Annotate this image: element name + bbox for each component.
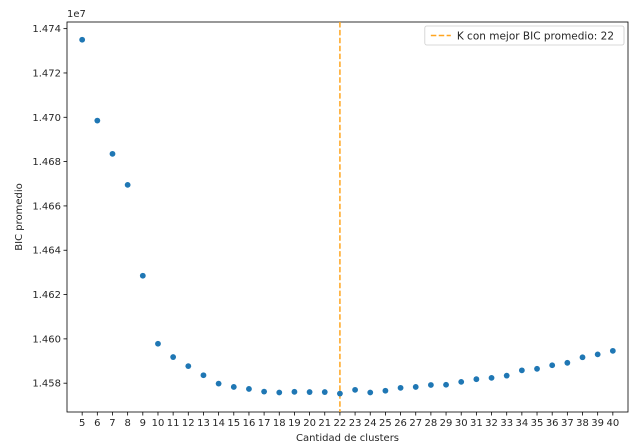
- data-point: [518, 367, 525, 374]
- x-tick-label: 13: [197, 418, 210, 429]
- x-tick-label: 20: [303, 418, 316, 429]
- x-tick-label: 30: [455, 418, 468, 429]
- x-tick-label: 26: [394, 418, 407, 429]
- y-tick-label: 1.470: [32, 113, 61, 124]
- data-point: [352, 386, 358, 393]
- x-axis-label: Cantidad de clusters: [296, 433, 399, 443]
- data-point: [579, 354, 586, 361]
- data-point: [488, 374, 495, 381]
- data-point: [443, 381, 449, 388]
- legend-label: K con mejor BIC promedio: 22: [457, 30, 614, 42]
- data-point: [155, 340, 161, 347]
- y-axis-offset-label: 1e7: [67, 9, 86, 20]
- x-tick-label: 14: [212, 418, 225, 429]
- data-point: [321, 389, 328, 395]
- x-tick-label: 35: [531, 418, 544, 429]
- data-point: [261, 388, 268, 395]
- x-tick-label: 16: [243, 418, 256, 429]
- x-tick-label: 7: [109, 418, 115, 429]
- plot-area-frame: [66, 21, 629, 413]
- x-tick-label: 11: [167, 418, 180, 429]
- y-tick-label: 1.468: [32, 157, 61, 168]
- x-tick-label: 5: [79, 418, 85, 429]
- data-point: [246, 386, 252, 392]
- data-point: [124, 181, 131, 188]
- x-tick-label: 29: [440, 418, 453, 429]
- x-tick-label: 18: [273, 418, 286, 429]
- legend-box: [424, 25, 625, 46]
- data-point: [306, 389, 313, 395]
- y-tick-label: 1.460: [32, 334, 61, 345]
- x-axis-ticks: 5 6 7 8 9 10 11 12 13 14 15 16 17 18 19 20 21 22 23 24 25 26 2…: [79, 412, 619, 429]
- data-point: [549, 362, 556, 369]
- x-tick-label: 19: [288, 418, 301, 429]
- x-tick-label: 25: [379, 418, 392, 429]
- x-tick-label: 22: [334, 418, 347, 429]
- data-point: [94, 117, 101, 124]
- legend: K con mejor BIC promedio: 22: [424, 25, 625, 46]
- x-tick-label: 12: [182, 418, 195, 429]
- y-tick-label: 1.466: [32, 201, 61, 212]
- data-point: [291, 388, 298, 395]
- data-point: [276, 389, 283, 396]
- data-point: [412, 384, 419, 390]
- x-tick-label: 15: [227, 418, 240, 429]
- data-point: [200, 372, 207, 379]
- x-tick-label: 36: [546, 418, 559, 429]
- data-point: [458, 378, 465, 385]
- data-point: [109, 150, 116, 157]
- data-point: [397, 384, 404, 391]
- x-tick-label: 8: [124, 418, 130, 429]
- data-point: [382, 387, 389, 394]
- x-tick-label: 24: [364, 418, 377, 429]
- data-point: [79, 36, 86, 43]
- x-tick-label: 33: [500, 418, 513, 429]
- bic-points: [79, 36, 616, 397]
- data-point: [230, 384, 237, 390]
- data-point: [564, 359, 571, 366]
- x-tick-label: 34: [515, 418, 528, 429]
- y-tick-label: 1.474: [32, 24, 61, 35]
- y-axis-label: BIC promedio: [14, 183, 25, 250]
- data-point: [427, 382, 434, 388]
- data-point: [594, 351, 601, 358]
- data-point: [367, 389, 374, 396]
- x-tick-label: 32: [485, 418, 498, 429]
- x-tick-label: 38: [576, 418, 589, 429]
- data-point: [609, 347, 616, 354]
- x-tick-label: 31: [470, 418, 483, 429]
- x-tick-label: 27: [409, 418, 422, 429]
- data-point: [215, 380, 222, 387]
- y-tick-label: 1.462: [32, 290, 61, 301]
- x-tick-label: 17: [258, 418, 271, 429]
- data-point: [534, 365, 540, 372]
- x-tick-label: 23: [349, 418, 362, 429]
- data-point: [185, 363, 192, 370]
- data-point: [337, 390, 343, 397]
- x-tick-label: 37: [561, 418, 574, 429]
- y-axis-ticks: 1.458 1.460 1.462 1.464 1.466 1.468 1.470 1.472…: [32, 24, 67, 390]
- x-tick-label: 39: [591, 418, 604, 429]
- y-tick-label: 1.472: [32, 68, 61, 79]
- data-point: [503, 372, 510, 379]
- x-tick-label: 10: [152, 418, 165, 429]
- x-tick-label: 21: [318, 418, 331, 429]
- data-point: [139, 272, 146, 279]
- x-tick-label: 28: [425, 418, 438, 429]
- data-point: [170, 354, 177, 360]
- x-tick-label: 9: [140, 418, 146, 429]
- x-tick-label: 40: [606, 418, 619, 429]
- x-tick-label: 6: [94, 418, 100, 429]
- y-tick-label: 1.458: [32, 379, 61, 390]
- data-point: [473, 376, 480, 383]
- y-tick-label: 1.464: [32, 246, 61, 257]
